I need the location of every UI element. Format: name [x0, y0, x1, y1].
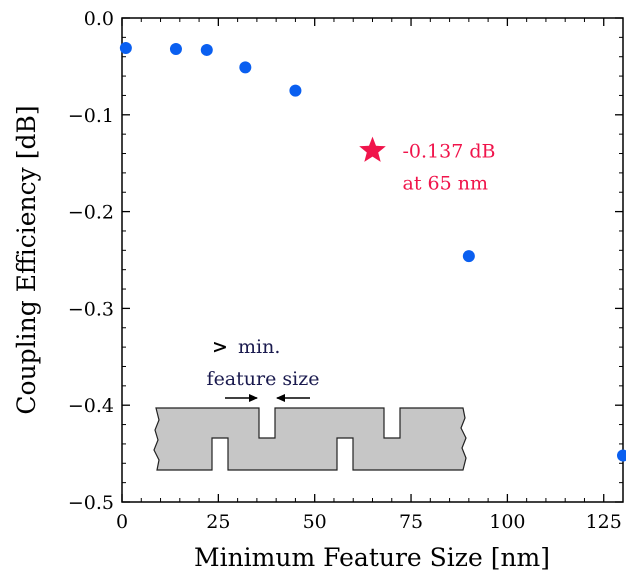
y-tick-label: −0.5	[68, 492, 114, 514]
highlight-group: -0.137 dB at 65 nm	[359, 136, 496, 195]
grating-profile	[153, 407, 467, 471]
data-point	[169, 42, 182, 55]
data-point	[289, 84, 302, 97]
inset-label-line1: min.	[238, 336, 280, 358]
highlight-label-value: -0.137 dB	[403, 141, 496, 163]
axis-ticks	[121, 17, 623, 503]
data-point	[617, 449, 626, 462]
y-tick-label: −0.1	[68, 105, 114, 127]
x-tick-label: 75	[399, 511, 423, 533]
highlight-star-marker	[359, 136, 386, 162]
x-tick-label: 125	[586, 511, 622, 533]
data-point	[462, 250, 475, 263]
right-arrow-head	[276, 394, 285, 402]
y-tick-label: −0.3	[68, 298, 114, 320]
inset-label-line2: feature size	[207, 368, 320, 390]
x-tick-label: 0	[116, 511, 128, 533]
data-point	[239, 61, 252, 74]
inset-gt-symbol: >	[212, 336, 228, 358]
x-tick-label: 50	[303, 511, 327, 533]
y-tick-label: 0.0	[84, 8, 114, 30]
y-tick-label: −0.4	[68, 395, 114, 417]
x-tick-label: 100	[489, 511, 525, 533]
data-point	[200, 43, 213, 56]
highlight-label-position: at 65 nm	[403, 173, 488, 195]
x-axis-title: Minimum Feature Size [nm]	[194, 543, 550, 572]
data-points	[119, 42, 626, 462]
axis-tick-labels: 0 25 50 75 100 125 0.0 −0.1 −0.2 −0.3 −0.4 −0.5	[68, 8, 622, 533]
y-tick-label: −0.2	[68, 202, 114, 224]
feature-size-inset: > min. feature size	[153, 336, 467, 471]
data-point	[119, 42, 132, 55]
x-tick-label: 25	[206, 511, 230, 533]
y-axis-title: Coupling Efficiency [dB]	[12, 105, 41, 414]
left-arrow-head	[249, 394, 258, 402]
